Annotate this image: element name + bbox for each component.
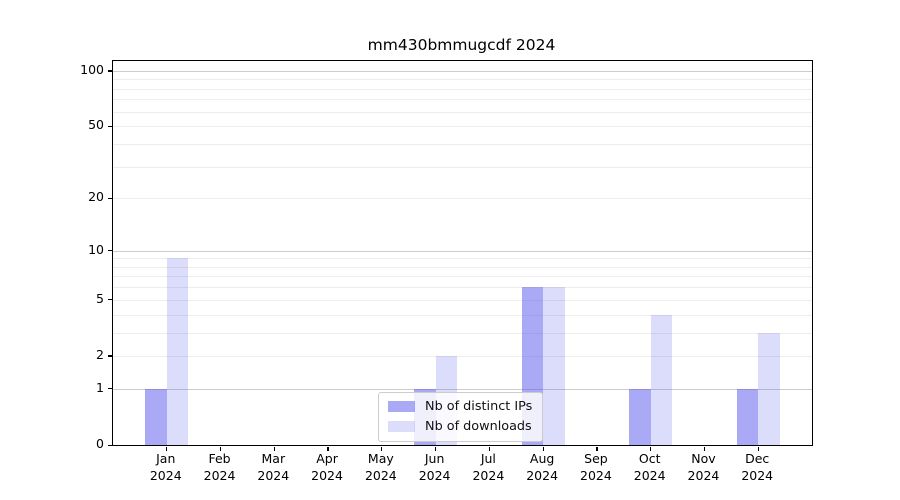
y-tick-mark (108, 197, 112, 199)
bar-aug-downloads (543, 287, 565, 445)
x-tick-label-jul: Jul 2024 (472, 451, 505, 483)
y-tick-label-2: 2 (96, 346, 104, 362)
x-tick-mark (650, 446, 652, 451)
legend-label-distinct-ips: Nb of distinct IPs (425, 399, 533, 414)
y-tick-mark (108, 70, 112, 72)
gridline-minor (113, 79, 812, 81)
gridline-major (113, 388, 812, 390)
bar-oct-distinct-ips (629, 388, 651, 445)
y-tick-mark (108, 388, 112, 390)
gridline-minor (113, 266, 812, 268)
bar-jan-downloads (166, 258, 189, 445)
y-tick-mark (108, 299, 112, 301)
legend: Nb of distinct IPs Nb of downloads (378, 392, 544, 442)
y-tick-mark (108, 125, 112, 127)
y-tick-label-1: 1 (96, 379, 104, 395)
legend-swatch-downloads (388, 421, 415, 432)
y-tick-label-50: 50 (88, 117, 104, 133)
bar-oct-downloads (650, 314, 673, 445)
x-tick-label-aug: Aug 2024 (526, 451, 559, 483)
gridline-minor (113, 166, 812, 168)
gridline-minor (113, 88, 812, 90)
bar-dec-distinct-ips (736, 388, 759, 445)
y-tick-label-100: 100 (80, 61, 104, 77)
gridline-minor (113, 258, 812, 260)
x-tick-mark (381, 446, 383, 451)
y-tick-label-20: 20 (88, 189, 104, 205)
x-tick-mark (488, 446, 490, 451)
x-tick-label-dec: Dec 2024 (741, 451, 774, 483)
x-tick-label-oct: Oct 2024 (633, 451, 666, 483)
x-tick-mark (757, 446, 759, 451)
x-tick-label-mar: Mar 2024 (257, 451, 290, 483)
gridline-major (113, 70, 812, 72)
gridline-minor (113, 287, 812, 289)
plot-area (108, 60, 813, 451)
gridline-minor (113, 332, 812, 334)
gridline-minor (113, 99, 812, 101)
legend-swatch-distinct-ips (388, 401, 415, 412)
legend-label-downloads: Nb of downloads (425, 419, 532, 434)
x-tick-mark (542, 446, 544, 451)
gridline-minor (113, 111, 812, 113)
x-tick-mark (219, 446, 222, 451)
x-tick-label-jun: Jun 2024 (418, 451, 451, 483)
legend-row-downloads: Nb of downloads (388, 419, 532, 434)
bar-jan-distinct-ips (145, 388, 167, 445)
y-tick-mark (108, 250, 112, 252)
x-tick-mark (703, 446, 706, 451)
x-tick-mark (166, 446, 168, 451)
gridline-minor (113, 198, 812, 200)
gridline-minor (113, 299, 812, 301)
gridline-minor (113, 276, 812, 278)
x-tick-label-jan: Jan 2024 (149, 451, 182, 483)
chart-title: mm430bmmugcdf 2024 (367, 36, 556, 54)
legend-row-distinct-ips: Nb of distinct IPs (388, 399, 532, 414)
gridline-minor (113, 355, 812, 357)
x-tick-label-sep: Sep 2024 (580, 451, 612, 483)
gridline-minor (113, 314, 812, 316)
x-tick-label-apr: Apr 2024 (311, 451, 343, 483)
y-tick-label-5: 5 (96, 290, 104, 306)
gridline-minor (113, 126, 812, 128)
bar-dec-downloads (758, 332, 780, 445)
x-tick-label-feb: Feb 2024 (203, 451, 236, 483)
gridline-major (113, 250, 812, 252)
y-tick-mark (108, 444, 112, 446)
gridline-minor (113, 143, 812, 145)
x-tick-mark (327, 446, 329, 451)
x-tick-mark (435, 446, 437, 451)
x-tick-label-may: May 2024 (364, 451, 397, 483)
y-tick-mark (108, 355, 112, 357)
x-tick-mark (596, 446, 598, 451)
x-tick-label-nov: Nov 2024 (687, 451, 720, 483)
y-tick-label-10: 10 (88, 241, 104, 257)
x-tick-mark (273, 446, 275, 451)
y-tick-label-0: 0 (96, 436, 104, 451)
